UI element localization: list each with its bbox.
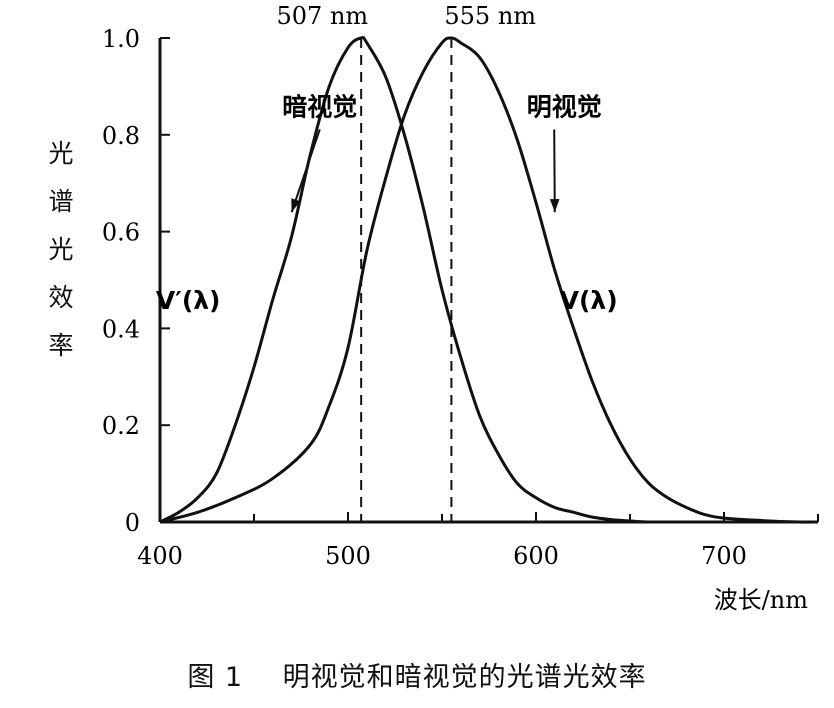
x-tick-label: 600 [513, 542, 559, 570]
series-line-photopic [159, 36, 819, 524]
x-tick-label: 700 [701, 542, 747, 570]
tick-labels: 400 500 600 700 0 0.2 0.4 0.6 0.8 1.0 [102, 25, 747, 570]
y-axis-label-char: 效 [48, 283, 74, 312]
y-tick-label: 0.2 [102, 412, 140, 440]
y-axis-label-char: 率 [48, 331, 74, 360]
annotation-text: 明视觉 [527, 92, 602, 121]
annotation-arrow [290, 129, 321, 213]
curves [159, 35, 819, 524]
tick-marks [159, 37, 819, 523]
y-tick-label: 0.8 [102, 122, 140, 150]
figure-caption: 图 1 明视觉和暗视觉的光谱光效率 [0, 655, 834, 694]
annotation-arrowhead [291, 198, 301, 213]
peak-lines: 507 nm 555 nm [277, 2, 536, 522]
annotation-text: V(λ) [560, 286, 618, 315]
chart-axes [158, 38, 818, 524]
y-tick-label: 1.0 [102, 25, 140, 53]
y-axis-label-char: 光 [48, 139, 74, 168]
x-tick-label: 400 [137, 542, 183, 570]
annotation-arrowhead [549, 199, 560, 213]
y-tick-label: 0 [125, 509, 140, 537]
y-axis-label-char: 光 [48, 235, 74, 264]
x-tick-label: 500 [325, 542, 371, 570]
annotation-arrow [553, 129, 556, 213]
peak-label: 507 nm [277, 2, 369, 30]
annotation-text: V′(λ) [156, 286, 221, 315]
figure-number: 图 1 [187, 662, 244, 693]
y-axis-label: 光谱光效率 [44, 130, 78, 370]
y-axis-label-char: 谱 [48, 187, 74, 216]
annotation-text: 暗视觉 [282, 92, 357, 121]
peak-label: 555 nm [444, 2, 536, 30]
figure-title: 明视觉和暗视觉的光谱光效率 [282, 662, 647, 693]
x-axis-label: 波长/nm [714, 586, 809, 614]
y-tick-label: 0.6 [102, 219, 140, 247]
series-line-scotopic [159, 35, 649, 524]
y-tick-label: 0.4 [102, 315, 140, 343]
annotations: 暗视觉 明视觉 V′(λ) V(λ) [156, 92, 618, 315]
